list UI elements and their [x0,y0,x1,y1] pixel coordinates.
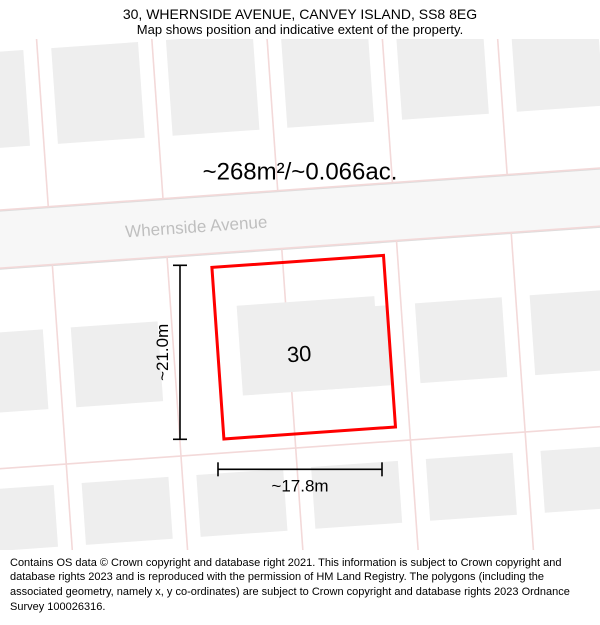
map-svg: Whernside Avenue30~268m²/~0.066ac.~21.0m… [0,39,600,550]
area-label: ~268m²/~0.066ac. [203,158,398,185]
house-number-label: 30 [286,341,312,368]
cadastral-map: Whernside Avenue30~268m²/~0.066ac.~21.0m… [0,39,600,550]
map-subtitle: Map shows position and indicative extent… [10,22,590,37]
copyright-footer: Contains OS data © Crown copyright and d… [0,550,600,625]
property-address-title: 30, WHERNSIDE AVENUE, CANVEY ISLAND, SS8… [10,6,590,22]
dimension-width-label: ~17.8m [271,476,328,495]
dimension-height-label: ~21.0m [153,324,172,381]
map-header: 30, WHERNSIDE AVENUE, CANVEY ISLAND, SS8… [0,0,600,39]
